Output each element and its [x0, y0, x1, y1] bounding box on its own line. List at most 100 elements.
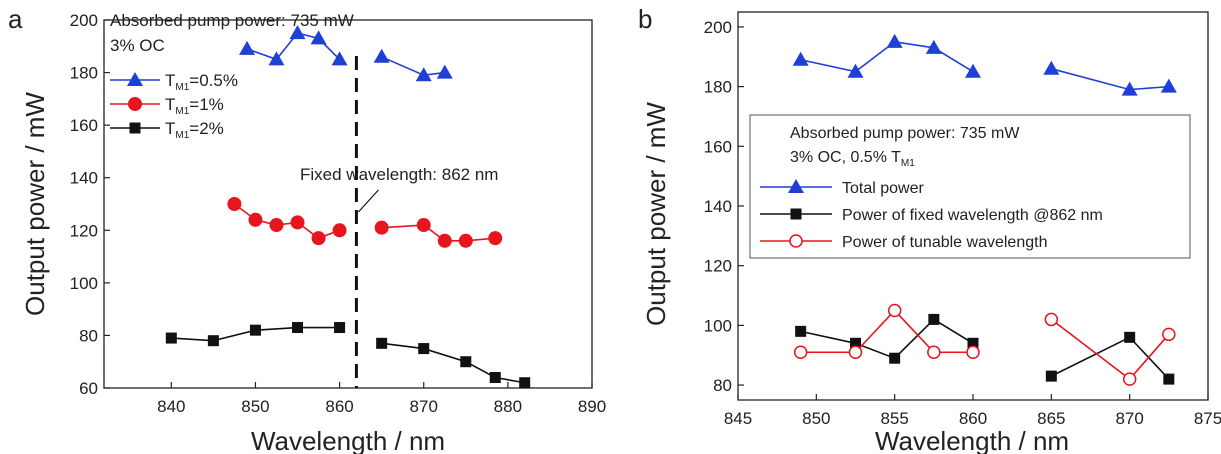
series-0 [239, 25, 453, 82]
x-tick-label: 870 [410, 397, 438, 416]
data-point [436, 64, 453, 79]
data-point [928, 313, 940, 325]
data-point [311, 231, 326, 246]
data-point [415, 67, 432, 82]
legend-marker [129, 122, 141, 134]
legend-item-0: TM1=0.5% [110, 71, 238, 93]
series-line [1051, 67, 1169, 91]
legend-marker [789, 234, 803, 248]
panel-a-xlabel: Wavelength / nm [251, 426, 445, 454]
panel-b-xlabel: Wavelength / nm [875, 426, 1069, 454]
data-point [792, 51, 809, 66]
series-line [1050, 336, 1170, 380]
series-line [381, 56, 445, 77]
series-line [800, 41, 974, 73]
y-tick-label: 60 [79, 379, 98, 398]
fixed-wavelength-label: Fixed wavelength: 862 nm [300, 165, 498, 184]
data-point [488, 231, 503, 246]
data-point [290, 215, 305, 230]
x-tick-label: 855 [880, 409, 908, 428]
x-tick-label: 860 [325, 397, 353, 416]
data-point [437, 233, 452, 248]
data-point [519, 377, 531, 389]
panel-a: a 840 850 860 870 880 890 60 80 100 120 140 160 180 2… [8, 4, 606, 454]
panel-b-legend: Total power Power of fixed wavelength @86… [760, 179, 1103, 251]
panel-a-frame [103, 19, 593, 389]
y-tick-label: 140 [704, 197, 732, 216]
panel-b-ticks: 845 850 855 860 865 870 875 80 100 120 140 160 180 20… [704, 18, 1221, 428]
data-point [268, 51, 285, 66]
data-point [848, 345, 863, 359]
data-point [1044, 312, 1059, 327]
legend-label: Total power [842, 180, 924, 197]
data-point [289, 25, 306, 40]
legend-marker [790, 208, 802, 220]
y-tick-label: 180 [704, 78, 732, 97]
panel-a-ticks: 840 850 860 870 880 890 60 80 100 120 140 160 180 200 [70, 11, 607, 416]
data-point [847, 63, 864, 78]
legend-item-0: Total power [760, 179, 924, 197]
data-point [332, 223, 347, 238]
data-point [374, 220, 389, 235]
data-point [310, 30, 327, 45]
data-point [227, 197, 242, 211]
legend-label: TM1=2% [165, 119, 224, 141]
panel-b-ylabel: Output power / mW [641, 102, 671, 326]
x-tick-label: 890 [578, 397, 606, 416]
legend-label: Power of fixed wavelength @862 nm [842, 207, 1103, 224]
panel-a-letter: a [8, 4, 23, 34]
legend-marker [788, 179, 804, 193]
y-tick-label: 100 [704, 316, 732, 335]
data-point [793, 345, 808, 359]
data-point [248, 212, 263, 227]
x-tick-label: 865 [1037, 409, 1065, 428]
y-tick-label: 80 [79, 326, 98, 345]
y-tick-label: 140 [70, 169, 98, 188]
panel-b-series [792, 33, 1177, 386]
data-point [965, 63, 981, 78]
y-tick-label: 120 [704, 257, 732, 276]
fixed-wavelength-pointer [357, 189, 379, 213]
x-tick-label: 880 [494, 397, 522, 416]
data-point [1163, 373, 1175, 385]
data-point [239, 40, 256, 55]
panel-a-series [165, 25, 531, 389]
data-point [373, 48, 390, 63]
y-tick-label: 200 [704, 18, 732, 37]
series-1 [795, 313, 1175, 385]
data-point [1124, 331, 1136, 343]
x-tick-label: 840 [157, 397, 185, 416]
data-point [331, 51, 348, 66]
legend-label: Power of tunable wavelength [842, 234, 1047, 251]
panel-b: b 845 850 855 860 865 870 875 80 100 120 140 160 180… [638, 4, 1221, 454]
data-point [966, 345, 980, 359]
panel-b-letter: b [638, 4, 652, 34]
y-tick-label: 80 [713, 376, 732, 395]
x-tick-label: 850 [241, 397, 269, 416]
series-0 [792, 33, 1177, 96]
panel-a-annotation-1: Absorbed pump power: 735 mW [110, 11, 354, 30]
data-point [334, 322, 346, 334]
data-point [460, 356, 472, 368]
x-tick-label: 845 [724, 409, 752, 428]
data-point [165, 332, 177, 344]
data-point [416, 218, 431, 233]
x-tick-label: 860 [959, 409, 987, 428]
data-point [269, 218, 284, 233]
y-tick-label: 160 [70, 116, 98, 135]
series-line [381, 342, 525, 384]
x-tick-label: 870 [1115, 409, 1143, 428]
panel-a-legend: TM1=0.5%TM1=1%TM1=2% [110, 71, 238, 141]
legend-marker [127, 72, 143, 86]
data-point [376, 337, 388, 349]
x-tick-label: 875 [1194, 409, 1221, 428]
data-point [292, 322, 304, 334]
data-point [1160, 78, 1177, 93]
y-tick-label: 120 [70, 221, 98, 240]
panel-a-annotation-2: 3% OC [110, 36, 165, 55]
data-point [1121, 81, 1138, 96]
data-point [1122, 372, 1137, 386]
data-point [1043, 60, 1060, 75]
data-point [418, 343, 430, 355]
